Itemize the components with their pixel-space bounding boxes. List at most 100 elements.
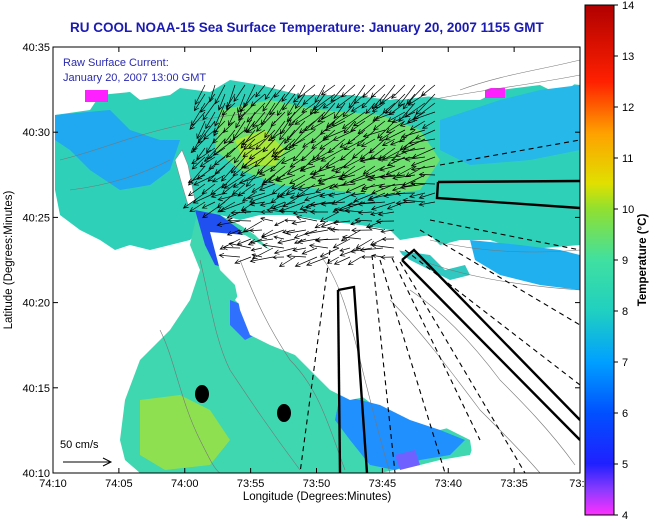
current-vector (279, 120, 296, 141)
current-vector (395, 200, 416, 206)
current-vector (384, 129, 406, 141)
current-vector (371, 102, 386, 113)
current-vector (377, 211, 395, 217)
current-vector (197, 120, 216, 144)
y-axis-ticks: 40:35 40:30 40:25 40:20 40:15 40:10 (22, 42, 580, 480)
current-vector (404, 156, 426, 162)
current-vector (408, 138, 436, 146)
current-vector (279, 111, 296, 135)
current-vector (251, 183, 266, 193)
current-vector (286, 165, 306, 175)
current-vector (238, 174, 266, 185)
map-plot-area (53, 47, 580, 473)
current-vector (301, 102, 316, 113)
current-vector (218, 252, 241, 259)
current-vector (246, 120, 266, 133)
current-vector (389, 138, 406, 146)
current-vector (357, 201, 386, 207)
current-vector (350, 192, 366, 198)
current-vector (273, 84, 286, 98)
current-vector (260, 216, 274, 222)
current-vector (291, 174, 316, 190)
current-vector (277, 238, 296, 245)
current-vector (322, 93, 346, 109)
current-vector (309, 165, 336, 176)
current-vector (392, 174, 416, 181)
x-axis-ticks: 74:10 74:05 74:00 73:55 73:50 73:45 73:40 73:35… (39, 47, 591, 490)
current-vector (341, 234, 362, 241)
sst-south-yellow (140, 395, 230, 470)
sst-south-blue3 (335, 395, 465, 470)
current-vector (231, 183, 246, 196)
current-vector (196, 147, 206, 161)
scale-arrowhead (102, 457, 113, 467)
y-axis-label: Latitude (Degrees:Minutes) (3, 190, 15, 329)
current-vector (343, 138, 366, 151)
current-vector (222, 120, 236, 133)
current-vector (214, 156, 236, 175)
current-vector (225, 84, 236, 111)
current-vector (395, 190, 416, 196)
current-vector (273, 235, 285, 240)
current-vector (326, 256, 340, 264)
current-vector (350, 102, 366, 112)
current-vector (190, 138, 206, 154)
colorbar-tick-label: 6 (622, 408, 628, 420)
current-vector (315, 237, 340, 243)
current-vector (332, 219, 351, 226)
current-vector (361, 183, 386, 191)
current-vector (285, 229, 307, 236)
current-vector (309, 209, 329, 215)
current-vector (362, 84, 376, 98)
sst-field-north-blue2 (440, 85, 580, 165)
current-vector (273, 247, 296, 255)
current-vector (240, 208, 263, 214)
current-vector (217, 93, 226, 111)
current-vector (226, 229, 241, 236)
current-vector (233, 84, 246, 103)
x-tick-label: 74:05 (105, 478, 133, 490)
current-vector (380, 228, 395, 234)
colorbar (584, 4, 615, 516)
current-vector (377, 156, 396, 162)
current-vector (223, 129, 236, 145)
current-vector (292, 247, 307, 253)
current-vector (343, 120, 356, 134)
current-vector (202, 102, 216, 121)
current-vector (264, 84, 276, 100)
current-vector (330, 165, 346, 172)
current-vector (375, 218, 395, 224)
current-vector (232, 174, 256, 188)
current-vector (377, 120, 396, 139)
current-vector (353, 192, 376, 203)
current-vector (194, 84, 206, 106)
shipping-lanes (336, 179, 580, 473)
current-vector (281, 84, 296, 102)
current-vector (203, 147, 226, 162)
y-tick-label: 40:10 (22, 468, 50, 480)
current-vector (360, 138, 376, 147)
current-vector (397, 84, 416, 107)
current-vector (232, 165, 246, 177)
current-vector (189, 111, 206, 130)
current-vector (276, 102, 286, 117)
current-vector (320, 220, 340, 229)
current-vector (364, 165, 386, 177)
current-vector (355, 238, 373, 249)
current-vector (382, 102, 396, 114)
current-vector (342, 102, 356, 118)
current-vector (191, 102, 206, 127)
current-vector (351, 227, 373, 233)
current-vector (385, 165, 406, 176)
current-vector (345, 183, 366, 194)
current-vector (333, 256, 351, 265)
y-tick-label: 40:15 (22, 383, 50, 395)
current-vector (356, 129, 376, 147)
current-vector (381, 236, 395, 242)
current-vector (289, 174, 306, 184)
current-vector (293, 238, 307, 245)
current-vector (370, 201, 396, 211)
current-vector (333, 102, 346, 120)
current-vector (297, 238, 318, 245)
